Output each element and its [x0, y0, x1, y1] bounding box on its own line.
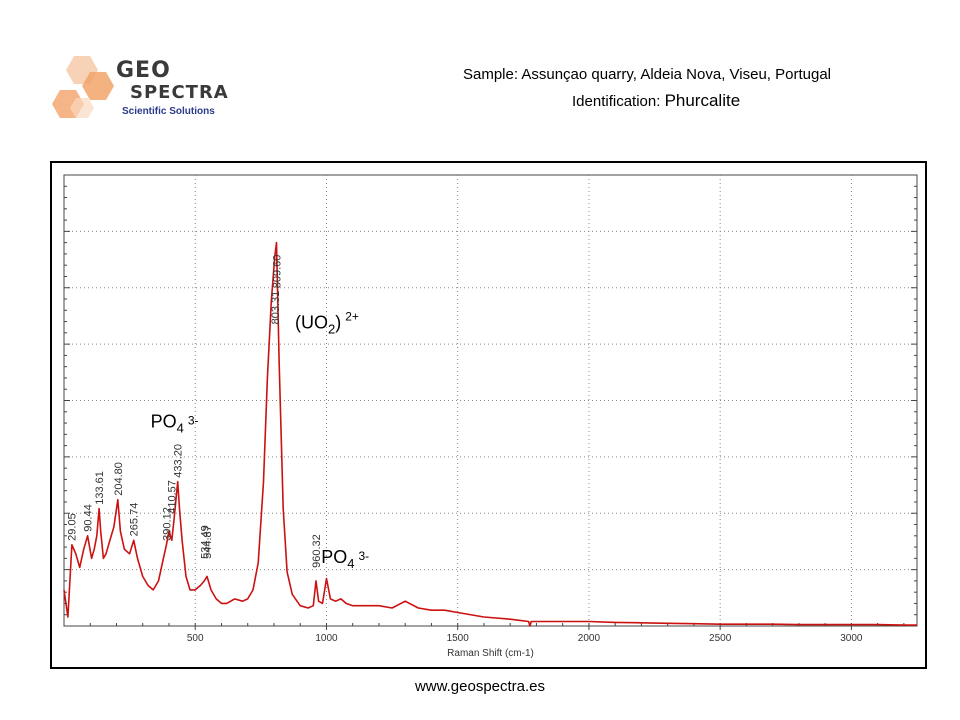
- ion-annotation: (UO2) 2+: [295, 309, 359, 336]
- x-tick-label: 2000: [578, 633, 601, 644]
- spectrum-line: [63, 241, 917, 627]
- x-tick-label: 1000: [315, 633, 338, 644]
- identification-line: Identification: Phurcalite: [572, 91, 740, 111]
- geospectra-logo: GEO SPECTRA Scientific Solutions: [50, 52, 250, 132]
- peak-label: 534.49: [199, 525, 211, 559]
- peak-label: 410.57: [167, 480, 179, 514]
- peak-label: 29.05: [67, 513, 79, 541]
- sample-description: Sample: Assunçao quarry, Aldeia Nova, Vi…: [463, 66, 831, 83]
- x-axis-label: Raman Shift (cm-1): [447, 648, 534, 659]
- peak-label: 90.44: [83, 504, 95, 532]
- peak-label: 133.61: [94, 471, 106, 505]
- logo-geo-text: GEO: [116, 58, 171, 83]
- peak-label: 204.80: [113, 462, 125, 496]
- x-tick-label: 1500: [447, 633, 470, 644]
- ion-annotation: PO4 3-: [151, 412, 199, 436]
- x-tick-label: 500: [187, 633, 204, 644]
- identification-prefix: Identification:: [572, 93, 665, 110]
- peak-label: 390.12: [161, 507, 173, 541]
- peak-label: 433.20: [173, 444, 185, 478]
- x-tick-label: 3000: [840, 633, 863, 644]
- peak-label: 544.87: [202, 525, 214, 559]
- logo-subtitle: Scientific Solutions: [122, 106, 215, 117]
- raman-chart: 500 1000 1500 2000 2500 3000 Raman Shift (cm-1…: [50, 161, 927, 669]
- mineral-name: Phurcalite: [664, 91, 741, 110]
- ion-annotation: PO4 3-: [321, 547, 369, 571]
- x-tick-label: 2500: [709, 633, 732, 644]
- hexagon-logo-icon: [52, 56, 114, 118]
- logo-spectra-text: SPECTRA: [130, 82, 229, 103]
- website-url: www.geospectra.es: [414, 678, 546, 695]
- peak-label: 803.31: [270, 291, 282, 325]
- raman-spectrum-plot: 500 1000 1500 2000 2500 3000 Raman Shift (cm-1…: [63, 174, 918, 659]
- peak-label: 960.32: [311, 534, 323, 568]
- peak-label: 809.60: [271, 255, 283, 289]
- peak-label: 265.74: [129, 503, 141, 537]
- plot-area: [63, 174, 918, 627]
